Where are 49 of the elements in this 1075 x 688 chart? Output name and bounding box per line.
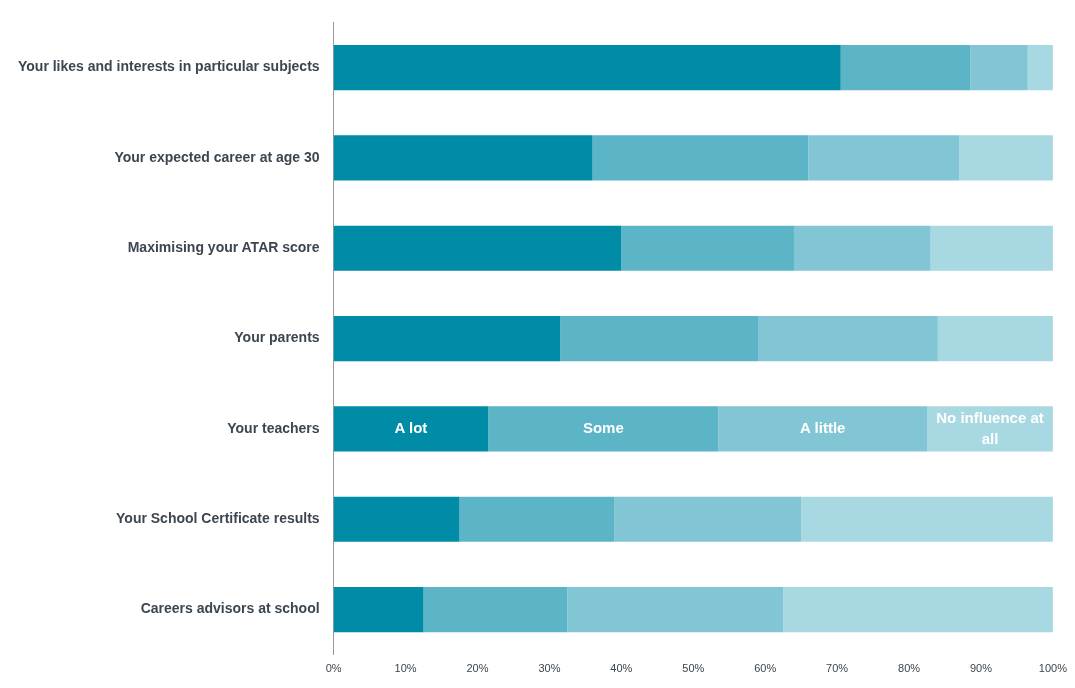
y-tick-label: Your likes and interests in particular subjects: [17, 58, 320, 75]
series-label: No influence at all: [936, 408, 1044, 447]
bar: [758, 316, 938, 362]
y-tick-label: Your School Certificate results: [116, 510, 320, 527]
bar: [783, 587, 1053, 633]
series-label: A little: [800, 419, 846, 437]
x-tick-label: 10%: [394, 662, 417, 675]
bar: [937, 316, 1053, 362]
y-tick-label: Your expected career at age 30: [114, 148, 320, 165]
x-tick-label: 100%: [1038, 662, 1068, 675]
y-tick-label: Your parents: [234, 329, 320, 346]
y-tick-label: Maximising your ATAR score: [127, 239, 320, 256]
x-tick-label: 20%: [466, 662, 489, 675]
bar: [423, 587, 568, 633]
bar: [333, 135, 593, 181]
bar: [333, 406, 489, 452]
y-tick-label: Careers advisors at school: [140, 600, 320, 617]
bar: [333, 44, 841, 91]
x-tick-label: 50%: [682, 662, 705, 675]
x-tick-label: 70%: [826, 662, 849, 675]
series-label: A lot: [394, 419, 428, 437]
bar: [333, 587, 424, 633]
bar: [333, 496, 460, 542]
bar: [1027, 44, 1053, 91]
x-tick-label: 0%: [325, 662, 342, 675]
bar: [840, 44, 971, 91]
x-tick-label: 60%: [754, 662, 777, 675]
bar: [567, 587, 784, 633]
x-tick-label: 80%: [898, 662, 921, 675]
bar: [959, 135, 1053, 181]
x-tick-label: 90%: [969, 662, 993, 675]
bar: [333, 225, 622, 271]
series-label: Some: [582, 419, 624, 437]
x-tick-label: 30%: [538, 662, 561, 675]
bar: [793, 225, 931, 271]
x-tick-label: 40%: [610, 662, 633, 675]
bar: [621, 225, 794, 271]
bar: [970, 44, 1028, 91]
bar: [614, 496, 802, 542]
bar: [592, 135, 809, 181]
y-tick-label: Your teachers: [227, 419, 320, 436]
bar: [930, 225, 1053, 271]
bar: [801, 496, 1053, 542]
bar: [459, 496, 615, 542]
bar: [560, 316, 759, 362]
bar: [488, 406, 719, 452]
bar: [718, 406, 928, 452]
bar: [333, 316, 561, 362]
bar: [808, 135, 960, 181]
